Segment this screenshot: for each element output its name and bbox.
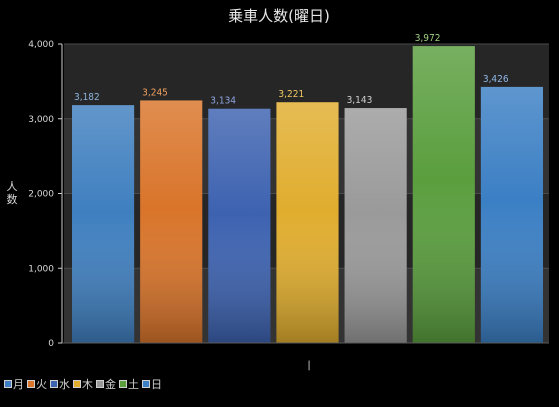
- bar-value-labels: 3,182 3,245 3,134 3,221 3,143 3,972 3,426: [74, 33, 509, 107]
- y-tick-label: 1,000: [28, 264, 54, 274]
- x-tick-label: |: [307, 360, 310, 371]
- legend-item: 月: [4, 376, 24, 392]
- x-axis: |: [62, 342, 549, 371]
- legend: 月火水木金土日: [4, 377, 162, 391]
- bar-shading: [208, 108, 271, 344]
- legend-label: 日: [151, 378, 162, 391]
- y-tick-label: 4,000: [28, 40, 54, 50]
- bar-value-label: 3,972: [415, 33, 441, 44]
- y-axis-label: 人数: [7, 180, 18, 206]
- bar-shading: [72, 105, 135, 343]
- legend-item: 金: [96, 376, 116, 392]
- legend-item: 日: [142, 376, 162, 392]
- legend-label: 火: [36, 378, 47, 391]
- legend-item: 木: [73, 376, 93, 392]
- bar-value-label: 3,221: [278, 89, 304, 100]
- legend-label: 月: [13, 378, 24, 391]
- legend-label: 土: [128, 378, 139, 391]
- chart-title: 乗車人数(曜日): [228, 7, 330, 25]
- bar-value-label: 3,182: [74, 92, 100, 103]
- legend-swatch: [142, 380, 150, 388]
- legend-item: 火: [27, 376, 47, 392]
- y-tick-label: 2,000: [28, 190, 54, 200]
- bar-value-label: 3,143: [347, 95, 373, 106]
- legend-item: 土: [119, 376, 139, 392]
- bar-shading: [140, 100, 203, 343]
- bars: [72, 46, 543, 344]
- bar-shading: [480, 86, 543, 344]
- bar-value-label: 3,426: [483, 74, 509, 85]
- legend-swatch: [73, 380, 81, 388]
- legend-swatch: [119, 380, 127, 388]
- bar-shading: [276, 102, 339, 343]
- legend-swatch: [50, 380, 58, 388]
- legend-label: 金: [105, 378, 116, 391]
- legend-label: 木: [82, 378, 93, 391]
- legend-swatch: [96, 380, 104, 388]
- legend-label: 水: [59, 378, 70, 391]
- legend-swatch: [27, 380, 35, 388]
- bar-value-label: 3,245: [142, 87, 168, 98]
- y-tick-label: 0: [48, 339, 54, 349]
- y-tick-label: 3,000: [28, 115, 54, 125]
- bar-shading: [344, 108, 407, 343]
- bar-shading: [412, 46, 475, 344]
- legend-item: 水: [50, 376, 70, 392]
- bar-value-label: 3,134: [210, 96, 236, 107]
- y-axis: 0 1,000 2,000 3,000 4,000 人数: [7, 40, 63, 349]
- legend-swatch: [4, 380, 12, 388]
